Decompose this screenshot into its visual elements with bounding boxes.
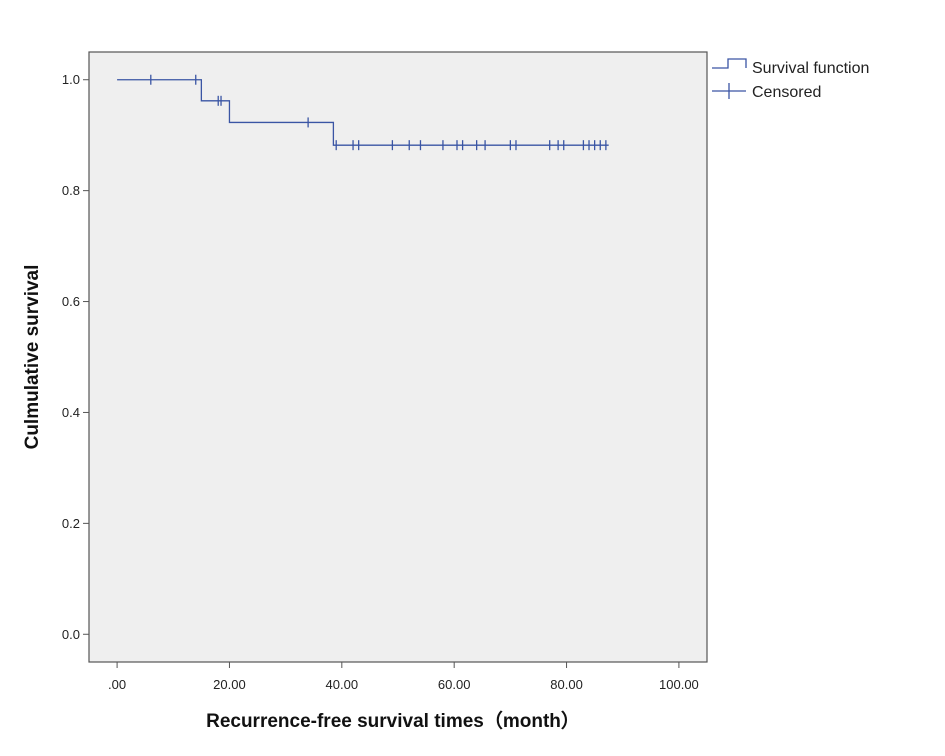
x-tick-label: .00: [108, 677, 126, 692]
x-tick-label: 20.00: [213, 677, 246, 692]
legend: Survival function Censored: [712, 58, 869, 101]
series-layer: [117, 79, 609, 146]
survival-step-line: [117, 79, 609, 146]
x-axis: .00 20.00 40.00 60.00 80.00 100.00: [108, 662, 699, 692]
x-axis-title: Recurrence-free survival times（month）: [206, 709, 580, 732]
y-tick-label: 0.2: [62, 516, 80, 531]
y-axis: 0.0 0.2 0.4 0.6 0.8 1.0: [62, 72, 89, 642]
y-tick-label: 0.4: [62, 405, 80, 420]
censor-markers: [150, 74, 607, 151]
plot-area: [88, 51, 708, 663]
legend-label-survival: Survival function: [752, 60, 869, 77]
y-tick-label: 1.0: [62, 72, 80, 87]
legend-step-swatch: [712, 58, 747, 69]
x-tick-label: 40.00: [326, 677, 359, 692]
y-tick-label: 0.0: [62, 627, 80, 642]
x-tick-label: 60.00: [438, 677, 471, 692]
y-tick-label: 0.8: [62, 183, 80, 198]
y-axis-title: Culmulative survival: [22, 265, 43, 450]
x-tick-label: 80.00: [550, 677, 583, 692]
legend-label-censored: Censored: [752, 84, 821, 101]
y-tick-label: 0.6: [62, 294, 80, 309]
x-tick-label: 100.00: [659, 677, 699, 692]
